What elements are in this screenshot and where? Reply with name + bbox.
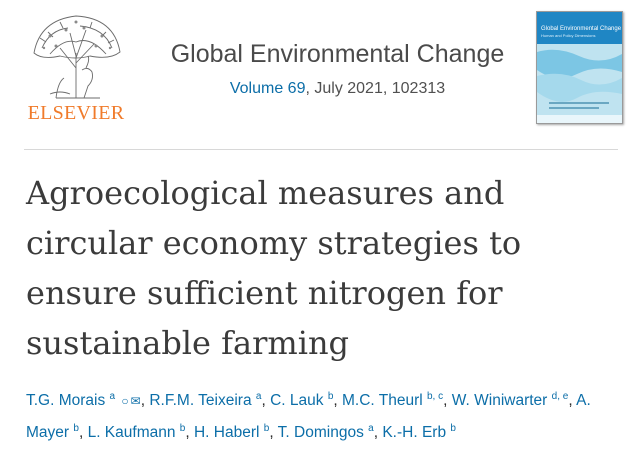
affiliation-ref[interactable]: b <box>263 423 270 434</box>
author-link[interactable]: H. Haberl <box>193 424 260 441</box>
author-link[interactable]: A. Mayer <box>26 392 591 441</box>
volume-link[interactable]: Volume 69 <box>229 80 306 97</box>
author-link[interactable]: T. Domingos <box>277 424 364 441</box>
journal-title[interactable]: Global Environmental Change <box>170 40 505 68</box>
affiliation-ref[interactable]: d, e <box>551 391 569 402</box>
title-line: sustainable farming <box>26 324 350 362</box>
affiliation-ref[interactable]: a <box>255 391 262 402</box>
author-link[interactable]: K.-H. Erb <box>382 424 447 441</box>
author-list: T.G. Morais a ○ ✉, R.F.M. Teixeira a, C. … <box>26 391 591 441</box>
affiliation-ref[interactable]: b <box>179 423 186 434</box>
article-title: Agroecological measures and circular eco… <box>26 168 606 368</box>
cover-title: Global Environmental Change <box>541 26 622 32</box>
title-line: circular economy strategies to <box>26 224 522 262</box>
affiliation-ref[interactable]: b <box>450 423 456 434</box>
author-link[interactable]: L. Kaufmann <box>87 424 176 441</box>
email-icon[interactable]: ✉ <box>130 394 141 408</box>
affiliation-ref[interactable]: a <box>109 391 116 402</box>
article-header: ELSEVIER Global Environmental Change Vol… <box>0 0 638 135</box>
author-link[interactable]: W. Winiwarter <box>451 392 548 409</box>
author-link[interactable]: T.G. Morais <box>26 392 106 409</box>
affiliation-ref[interactable]: b, c <box>427 391 444 402</box>
header-divider <box>24 149 618 150</box>
affiliation-ref[interactable]: a <box>368 423 374 434</box>
tree-emblem-icon <box>33 15 121 99</box>
elsevier-logo[interactable]: ELSEVIER <box>20 8 132 126</box>
affiliation-ref[interactable]: b <box>73 423 79 434</box>
author-link[interactable]: M.C. Theurl <box>342 392 423 409</box>
citation-line: Volume 69, July 2021, 102313 <box>145 80 530 98</box>
author-link[interactable]: C. Lauk <box>270 392 324 409</box>
cover-subtitle: Human and Policy Dimensions <box>541 33 595 38</box>
author-link[interactable]: R.F.M. Teixeira <box>149 392 252 409</box>
person-icon[interactable]: ○ <box>121 394 129 408</box>
title-line: Agroecological measures and <box>26 174 505 212</box>
title-line: ensure sufficient nitrogen for <box>26 274 503 312</box>
elsevier-wordmark: ELSEVIER <box>27 102 125 124</box>
journal-cover-thumbnail[interactable]: Global Environmental Change Human and Po… <box>536 11 623 124</box>
citation-details: , July 2021, 102313 <box>305 80 446 97</box>
cover-image: Global Environmental Change Human and Po… <box>537 12 622 123</box>
affiliation-ref[interactable]: b <box>327 391 334 402</box>
